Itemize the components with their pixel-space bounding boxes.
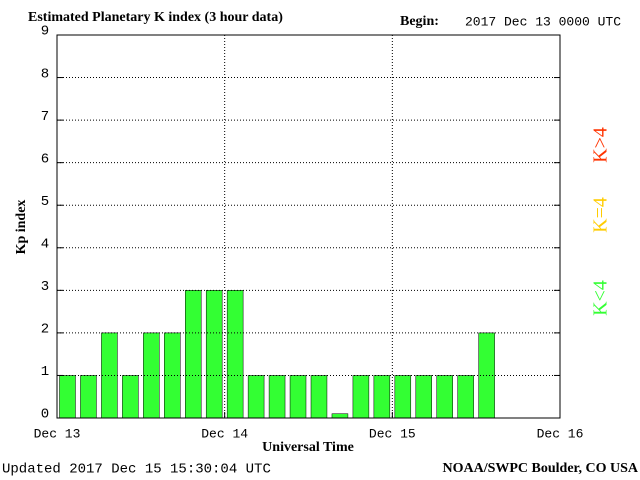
bar (268, 375, 286, 419)
legend-entry: K>4 (590, 127, 612, 163)
bar (331, 413, 349, 419)
bar (373, 375, 391, 419)
y-tick-label: 8 (41, 66, 49, 82)
y-tick-label: 4 (41, 236, 49, 252)
bar (122, 375, 139, 419)
y-axis-label: Kp index (14, 200, 29, 255)
bar (80, 375, 97, 419)
bar (415, 375, 432, 419)
legend-entry: K=4 (590, 197, 612, 233)
bar (457, 375, 474, 419)
y-tick-label: 0 (41, 407, 49, 423)
credit: NOAA/SWPC Boulder, CO USA (442, 461, 638, 476)
plot-frame (56, 34, 561, 419)
y-tick-label: 3 (41, 279, 49, 295)
bar (352, 375, 370, 419)
bar (394, 375, 412, 419)
x-axis-label: Universal Time (262, 440, 354, 455)
bar (247, 375, 265, 419)
bar (436, 375, 453, 419)
bar (205, 290, 223, 419)
begin-date: 2017 Dec 13 0000 UTC (465, 14, 621, 29)
chart-title: Estimated Planetary K index (3 hour data… (28, 10, 283, 25)
legend-entry: K<4 (590, 280, 612, 316)
x-tick-label: Dec 14 (201, 426, 248, 441)
x-tick-label: Dec 15 (369, 426, 416, 441)
x-tick-label: Dec 13 (34, 426, 81, 441)
y-tick-label: 9 (41, 24, 49, 40)
y-tick-label: 5 (41, 194, 49, 210)
bar (289, 375, 307, 419)
updated: Updated 2017 Dec 15 15:30:04 UTC (2, 462, 271, 478)
begin-label: Begin: (400, 14, 439, 29)
y-tick-label: 7 (41, 109, 49, 125)
y-tick-label: 1 (41, 364, 49, 380)
bar (310, 375, 328, 419)
x-tick-label: Dec 16 (537, 426, 584, 441)
bar (226, 290, 244, 419)
y-tick-label: 2 (41, 322, 49, 338)
bar (185, 290, 202, 419)
y-tick-label: 6 (41, 151, 49, 167)
bar (59, 375, 76, 419)
